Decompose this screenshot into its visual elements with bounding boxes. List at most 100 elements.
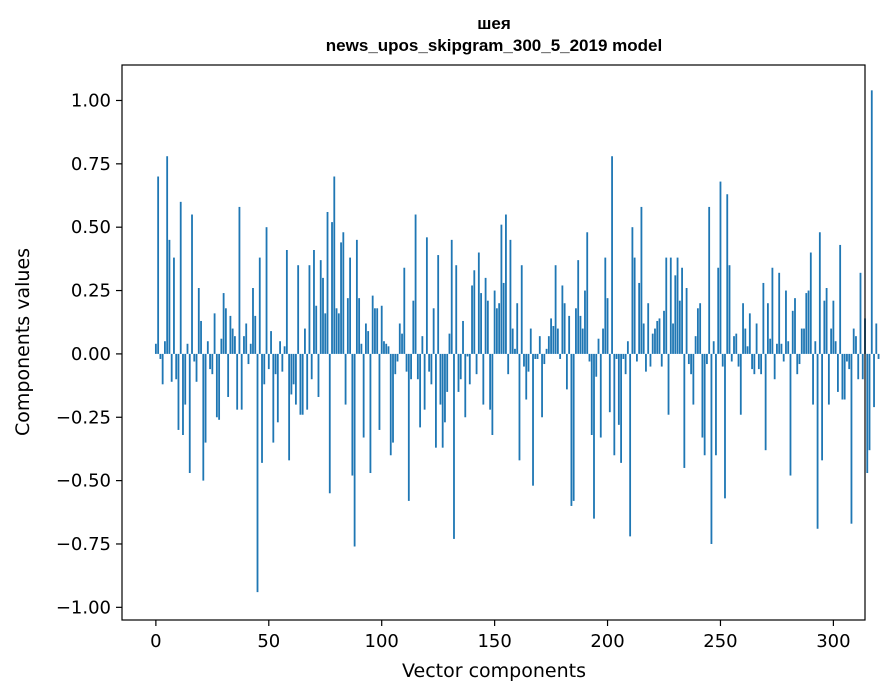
bar-305 — [843, 353, 846, 400]
bar-102 — [385, 343, 388, 354]
bar-69 — [310, 353, 313, 380]
bar-99 — [378, 353, 381, 430]
bar-183 — [568, 315, 571, 354]
bar-121 — [428, 353, 431, 372]
bar-246 — [710, 353, 713, 544]
bar-79 — [333, 176, 336, 354]
bar-217 — [645, 353, 647, 372]
bar-100 — [380, 305, 383, 354]
bar-137 — [464, 353, 467, 418]
bar-271 — [766, 303, 769, 354]
bar-304 — [841, 353, 844, 400]
bar-210 — [629, 353, 632, 537]
y-tick-label: 0.50 — [71, 217, 111, 238]
bar-235 — [685, 288, 688, 354]
bar-145 — [482, 353, 485, 405]
bar-141 — [473, 270, 476, 354]
bar-45 — [256, 353, 259, 593]
bar-181 — [563, 303, 566, 354]
y-tick-label: 1.00 — [71, 90, 111, 111]
bar-37 — [238, 206, 241, 354]
bar-74 — [322, 277, 324, 354]
bar-212 — [633, 257, 636, 354]
bar-122 — [430, 353, 433, 385]
bar-178 — [556, 328, 559, 354]
bar-58 — [285, 250, 288, 354]
bar-16 — [191, 214, 193, 354]
bar-11 — [179, 201, 182, 354]
bar-221 — [654, 328, 656, 354]
bar-263 — [748, 313, 751, 354]
bar-78 — [331, 222, 333, 354]
bar-159 — [514, 348, 516, 354]
bar-131 — [450, 239, 453, 354]
bar-50 — [267, 353, 270, 370]
bar-67 — [306, 353, 309, 410]
bar-262 — [746, 346, 749, 354]
x-tick-label: 100 — [365, 631, 399, 652]
bar-35 — [234, 336, 236, 354]
bar-261 — [744, 328, 747, 354]
bar-157 — [509, 239, 512, 354]
bar-187 — [577, 260, 580, 354]
bar-49 — [265, 227, 268, 354]
bar-209 — [626, 341, 629, 354]
bar-279 — [785, 290, 787, 354]
y-tick-label: 0.75 — [71, 154, 111, 175]
bar-285 — [798, 353, 801, 365]
y-tick-label: −0.50 — [56, 471, 111, 492]
bar-290 — [809, 252, 812, 354]
bar-239 — [694, 336, 697, 354]
bar-310 — [855, 336, 857, 354]
x-tick-label: 150 — [477, 631, 511, 652]
bar-162 — [520, 265, 523, 354]
bar-106 — [394, 353, 397, 375]
bar-92 — [362, 353, 365, 438]
bar-91 — [360, 343, 363, 354]
bar-142 — [475, 353, 478, 375]
bar-17 — [193, 353, 196, 362]
bar-25 — [211, 353, 214, 375]
bar-281 — [789, 353, 792, 476]
bar-82 — [340, 242, 342, 354]
x-axis-ticks: 0 50 100 150 200 250 300 — [150, 620, 851, 652]
bar-234 — [683, 353, 686, 468]
bar-307 — [848, 353, 851, 370]
bar-186 — [575, 308, 577, 354]
bar-224 — [660, 353, 663, 367]
bar-146 — [484, 277, 487, 354]
bar-8 — [173, 257, 175, 354]
bar-315 — [866, 353, 869, 474]
bar-7 — [170, 353, 173, 382]
bar-12 — [182, 353, 184, 435]
bar-85 — [346, 298, 349, 354]
bar-95 — [369, 353, 372, 474]
bar-201 — [608, 353, 611, 413]
bar-317 — [870, 90, 873, 354]
bar-125 — [437, 255, 440, 354]
bar-76 — [326, 211, 329, 354]
bar-93 — [365, 323, 367, 354]
bar-211 — [631, 227, 634, 354]
bar-0 — [154, 343, 157, 354]
bar-1 — [157, 176, 160, 354]
bar-153 — [500, 224, 503, 354]
bar-3 — [161, 353, 164, 385]
bar-185 — [572, 353, 575, 501]
bar-72 — [317, 353, 320, 397]
bar-98 — [376, 308, 379, 354]
bar-89 — [355, 239, 358, 354]
bar-26 — [213, 313, 216, 354]
bar-147 — [486, 300, 489, 354]
bar-96 — [371, 295, 374, 354]
bar-51 — [270, 331, 272, 354]
bar-77 — [328, 353, 331, 494]
bar-301 — [834, 341, 837, 354]
bar-29 — [220, 338, 223, 354]
bar-172 — [543, 353, 546, 365]
bar-180 — [561, 285, 564, 354]
bar-306 — [846, 353, 848, 362]
bar-163 — [523, 353, 525, 367]
bar-43 — [252, 288, 254, 354]
